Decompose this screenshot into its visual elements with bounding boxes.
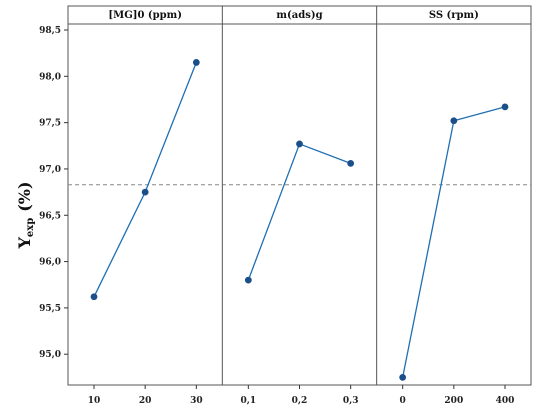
data-point bbox=[399, 373, 407, 381]
x-tick-label: 0,3 bbox=[343, 396, 359, 406]
x-tick-label: 0,1 bbox=[240, 396, 256, 406]
y-tick-label: 98,5 bbox=[39, 26, 61, 36]
x-tick-label: 0 bbox=[400, 396, 406, 406]
y-tick-label: 97,5 bbox=[39, 119, 61, 129]
data-point bbox=[501, 103, 509, 111]
y-tick-label: 98,0 bbox=[39, 72, 61, 82]
x-tick-label: 400 bbox=[496, 396, 515, 406]
data-point bbox=[450, 117, 458, 125]
x-tick-label: 20 bbox=[139, 396, 152, 406]
y-tick-label: 97,0 bbox=[39, 165, 61, 175]
series-line bbox=[247, 143, 351, 281]
data-point bbox=[296, 140, 303, 148]
data-point bbox=[347, 159, 355, 167]
panel-title: SS (rpm) bbox=[429, 10, 479, 21]
y-tick-label: 95,0 bbox=[39, 350, 61, 360]
y-tick-label: 96,5 bbox=[39, 211, 61, 221]
y-tick-label: 95,5 bbox=[39, 304, 61, 314]
y-tick-label: 96,0 bbox=[39, 258, 61, 268]
series-line bbox=[402, 106, 506, 378]
plot-area: 95,0 95,5 96,0 96,5 97,0 97,5 98,0 98,5 [MG]0 (p… bbox=[39, 5, 532, 406]
x-tick-label: 10 bbox=[88, 396, 101, 406]
panel-title: m(ads)g bbox=[276, 10, 322, 21]
series-line bbox=[93, 62, 197, 298]
plot-frame bbox=[67, 5, 532, 386]
x-tick-label: 30 bbox=[190, 396, 203, 406]
y-axis-title: Yexp (%) bbox=[15, 181, 36, 249]
y-axis-title-main: Y bbox=[15, 237, 34, 250]
panel-title: [MG]0 (ppm) bbox=[108, 10, 182, 21]
data-point bbox=[192, 59, 200, 66]
data-point bbox=[90, 293, 98, 301]
y-axis-title-sub: exp bbox=[25, 218, 36, 237]
data-point bbox=[244, 276, 252, 284]
y-axis-title-unit: (%) bbox=[15, 181, 34, 211]
x-tick-label: 200 bbox=[444, 396, 463, 406]
x-tick-label: 0,2 bbox=[292, 396, 308, 406]
data-point bbox=[141, 188, 149, 196]
